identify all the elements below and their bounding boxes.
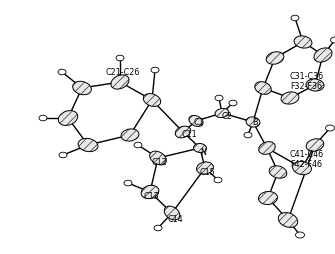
Ellipse shape [58,69,66,75]
Ellipse shape [189,116,203,126]
Ellipse shape [39,115,47,121]
Text: C14: C14 [168,215,184,224]
Ellipse shape [266,52,284,64]
Ellipse shape [331,37,335,43]
Ellipse shape [295,232,305,238]
Text: B: B [252,118,258,127]
Text: N: N [200,148,206,157]
Ellipse shape [291,15,299,21]
Ellipse shape [292,161,312,174]
Ellipse shape [197,162,213,174]
Ellipse shape [134,142,142,148]
Ellipse shape [259,142,275,154]
Ellipse shape [194,144,206,152]
Ellipse shape [175,126,191,138]
Text: C21-C26: C21-C26 [105,68,139,77]
Ellipse shape [143,93,161,106]
Ellipse shape [294,36,312,48]
Text: C12: C12 [152,158,168,167]
Ellipse shape [306,79,324,91]
Ellipse shape [255,82,271,94]
Ellipse shape [281,92,299,104]
Ellipse shape [278,213,298,227]
Ellipse shape [151,67,159,73]
Ellipse shape [306,139,324,151]
Ellipse shape [73,81,91,95]
Ellipse shape [215,108,229,118]
Ellipse shape [116,55,124,61]
Text: C2: C2 [222,112,233,121]
Ellipse shape [259,192,277,204]
Text: C41-C46
F42-F46: C41-C46 F42-F46 [290,150,324,169]
Ellipse shape [150,151,166,165]
Ellipse shape [154,225,162,231]
Text: C1: C1 [194,118,205,127]
Ellipse shape [269,166,287,178]
Ellipse shape [215,95,223,101]
Ellipse shape [111,75,129,89]
Ellipse shape [214,177,222,183]
Ellipse shape [314,48,332,62]
Ellipse shape [229,100,237,106]
Ellipse shape [246,117,260,127]
Text: C13: C13 [143,192,159,201]
Text: C11: C11 [182,130,198,139]
Ellipse shape [326,125,335,131]
Ellipse shape [124,180,132,186]
Ellipse shape [121,129,139,141]
Ellipse shape [59,152,67,158]
Text: C31-C36
F32-F36: C31-C36 F32-F36 [290,72,324,91]
Ellipse shape [58,110,78,125]
Ellipse shape [244,132,252,138]
Text: C15: C15 [200,168,216,177]
Ellipse shape [164,206,180,220]
Ellipse shape [141,185,159,199]
Ellipse shape [78,138,98,152]
